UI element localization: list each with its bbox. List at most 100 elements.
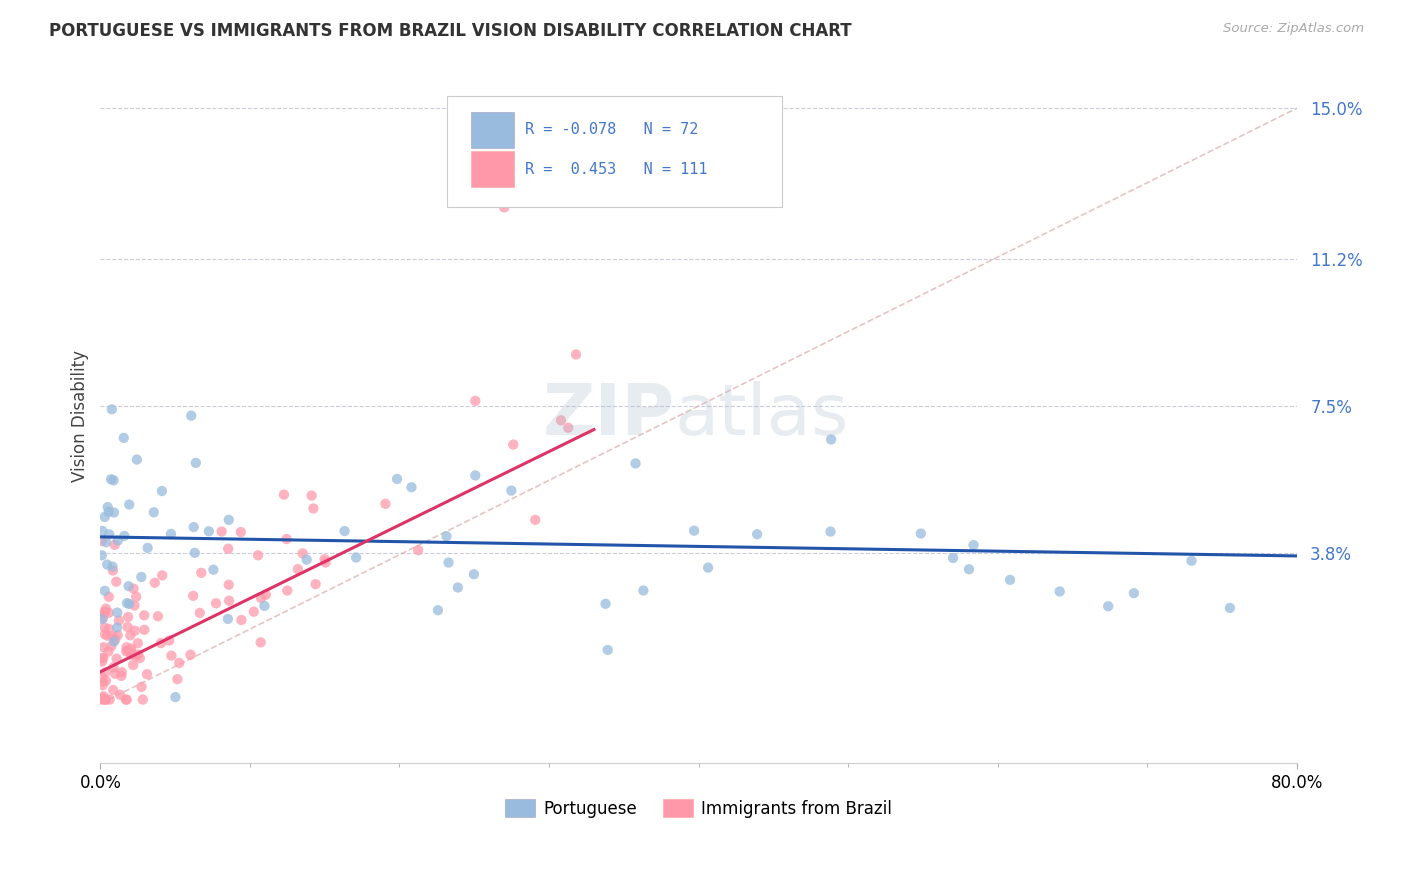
Point	[90, 534, 112, 549]
Point	[276, 583, 298, 598]
Point	[125, 649, 148, 664]
Point	[344, 550, 367, 565]
Point	[94, 627, 117, 641]
Point	[103, 506, 125, 520]
Point	[291, 546, 314, 560]
Point	[103, 634, 125, 648]
Point	[697, 560, 720, 574]
Point	[160, 648, 183, 663]
Point	[122, 582, 145, 596]
Point	[107, 628, 129, 642]
Point	[97, 644, 120, 658]
Point	[131, 680, 153, 694]
Point	[104, 538, 127, 552]
Point	[103, 473, 125, 487]
Point	[94, 583, 117, 598]
Point	[217, 541, 239, 556]
Point	[218, 513, 240, 527]
Point	[595, 597, 617, 611]
Point	[124, 599, 146, 613]
Point	[253, 599, 276, 613]
Point	[231, 613, 253, 627]
Point	[304, 577, 326, 591]
Point	[374, 497, 396, 511]
Point	[494, 201, 516, 215]
Point	[167, 656, 190, 670]
Point	[820, 433, 842, 447]
Text: R =  0.453   N = 111: R = 0.453 N = 111	[524, 161, 707, 177]
Point	[218, 593, 240, 607]
Point	[98, 527, 121, 541]
Point	[250, 591, 273, 606]
Point	[142, 505, 165, 519]
Point	[100, 472, 122, 486]
Legend: Portuguese, Immigrants from Brazil: Portuguese, Immigrants from Brazil	[499, 793, 898, 824]
Point	[501, 483, 523, 498]
Point	[188, 606, 211, 620]
Point	[184, 456, 207, 470]
Point	[125, 590, 148, 604]
Point	[112, 529, 135, 543]
Point	[107, 533, 129, 548]
Point	[218, 578, 240, 592]
Text: Source: ZipAtlas.com: Source: ZipAtlas.com	[1223, 22, 1364, 36]
FancyBboxPatch shape	[447, 96, 782, 208]
Point	[91, 674, 114, 689]
Point	[91, 611, 114, 625]
Point	[301, 489, 323, 503]
Point	[110, 669, 132, 683]
Point	[198, 524, 221, 539]
Point	[125, 452, 148, 467]
Point	[557, 420, 579, 434]
Point	[93, 651, 115, 665]
Point	[166, 672, 188, 686]
Y-axis label: Vision Disability: Vision Disability	[72, 350, 89, 482]
Point	[115, 596, 138, 610]
Point	[134, 608, 156, 623]
Point	[94, 601, 117, 615]
Point	[93, 640, 115, 655]
Point	[217, 612, 239, 626]
Point	[229, 524, 252, 539]
Point	[180, 648, 202, 662]
Point	[745, 527, 768, 541]
Point	[910, 526, 932, 541]
Point	[127, 636, 149, 650]
Point	[94, 535, 117, 549]
Point	[108, 614, 131, 628]
Point	[90, 655, 112, 669]
Point	[211, 524, 233, 539]
Point	[101, 629, 124, 643]
Point	[98, 692, 121, 706]
Point	[117, 579, 139, 593]
Point	[94, 665, 117, 680]
Point	[90, 549, 112, 563]
Point	[120, 628, 142, 642]
Point	[463, 567, 485, 582]
Point	[93, 690, 115, 704]
Point	[190, 566, 212, 580]
Point	[103, 660, 125, 674]
Point	[287, 562, 309, 576]
Point	[1122, 586, 1144, 600]
Point	[436, 529, 458, 543]
Point	[315, 556, 337, 570]
Text: atlas: atlas	[675, 381, 849, 450]
Point	[90, 651, 112, 665]
Point	[633, 583, 655, 598]
Point	[101, 402, 124, 417]
Point	[112, 431, 135, 445]
Point	[97, 500, 120, 515]
Point	[273, 488, 295, 502]
Point	[93, 621, 115, 635]
Point	[406, 543, 429, 558]
Point	[385, 472, 408, 486]
Point	[94, 692, 117, 706]
Point	[91, 524, 114, 538]
Point	[97, 622, 120, 636]
Point	[90, 691, 112, 706]
Point	[94, 673, 117, 688]
Point	[108, 688, 131, 702]
Point	[181, 589, 204, 603]
Point	[93, 605, 115, 619]
